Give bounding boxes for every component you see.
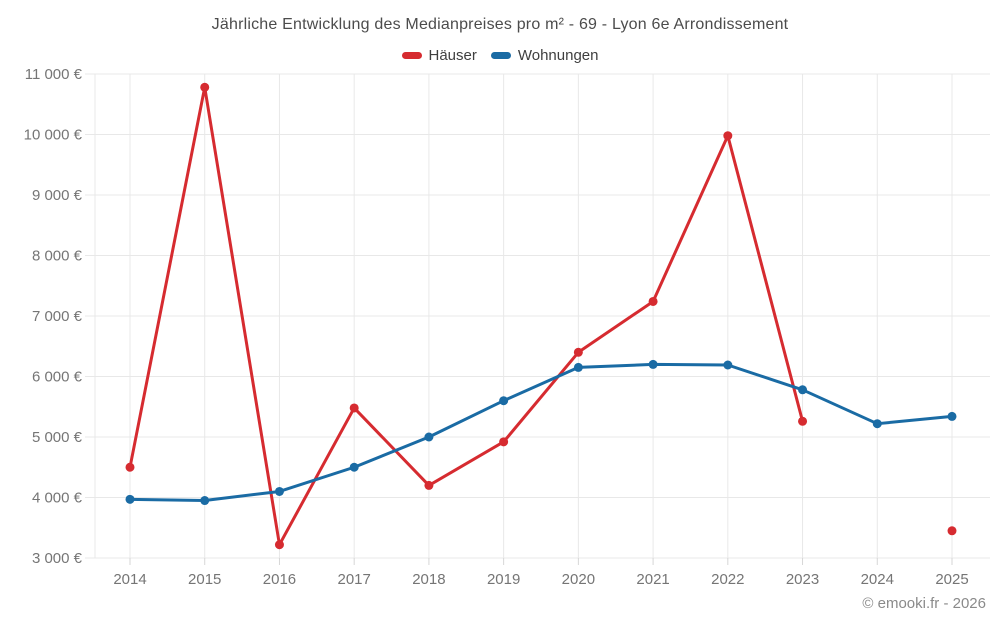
data-point[interactable]: [274, 540, 284, 550]
data-point[interactable]: [424, 480, 434, 490]
x-axis-tick-label: 2023: [786, 571, 819, 588]
y-axis-tick-label: 9 000 €: [32, 187, 83, 204]
wohnungen-series-swatch-icon: [490, 52, 511, 59]
series-wohnungen: [125, 359, 957, 506]
series-line: [128, 362, 954, 503]
y-axis-tick-label: 6 000 €: [32, 369, 83, 386]
x-axis-tick-label: 2015: [188, 571, 221, 588]
chart-legend: Häuser Wohnungen: [0, 47, 1000, 64]
legend-label-wohnungen: Wohnungen: [517, 47, 599, 64]
haeuser-series-swatch-icon: [401, 52, 422, 59]
data-point[interactable]: [424, 432, 434, 442]
y-axis-tick-label: 11 000 €: [25, 66, 83, 83]
y-axis-tick-label: 7 000 €: [32, 308, 83, 325]
x-axis-tick-label: 2016: [263, 571, 296, 588]
data-point[interactable]: [723, 360, 733, 370]
data-point[interactable]: [648, 296, 658, 306]
x-axis-tick-label: 2021: [636, 571, 669, 588]
legend-label-haeuser: Häuser: [428, 47, 477, 64]
data-point[interactable]: [798, 385, 808, 395]
data-point[interactable]: [947, 411, 957, 421]
x-axis-tick-label: 2025: [935, 571, 968, 588]
x-axis-tick-label: 2020: [562, 571, 595, 588]
x-axis-tick-label: 2018: [412, 571, 445, 588]
data-point[interactable]: [499, 396, 509, 406]
series-häuser: [125, 82, 957, 550]
data-point[interactable]: [349, 462, 359, 472]
y-axis-tick-label: 3 000 €: [32, 550, 83, 567]
chart-title: Jährliche Entwicklung des Medianpreises …: [211, 16, 789, 33]
data-point[interactable]: [947, 526, 957, 536]
data-point[interactable]: [573, 362, 583, 372]
x-axis-tick-label: 2019: [487, 571, 520, 588]
y-axis-tick-label: 8 000 €: [32, 248, 83, 265]
x-axis-tick-label: 2017: [337, 571, 370, 588]
y-axis-tick-label: 10 000 €: [24, 127, 83, 144]
data-point[interactable]: [723, 131, 733, 141]
x-axis-tick-label: 2024: [861, 571, 894, 588]
data-point[interactable]: [200, 496, 210, 506]
legend-item-haeuser[interactable]: Häuser: [401, 47, 477, 64]
x-axis-tick-label: 2022: [711, 571, 744, 588]
data-point[interactable]: [573, 347, 583, 357]
data-point[interactable]: [125, 494, 135, 504]
data-point[interactable]: [499, 437, 509, 447]
data-point[interactable]: [200, 82, 210, 92]
legend-item-wohnungen[interactable]: Wohnungen: [490, 47, 599, 64]
data-point[interactable]: [125, 462, 135, 472]
data-point[interactable]: [274, 486, 284, 496]
y-axis-tick-label: 4 000 €: [32, 490, 83, 507]
data-point[interactable]: [349, 403, 359, 413]
data-point[interactable]: [872, 419, 882, 429]
y-axis-tick-label: 5 000 €: [32, 429, 83, 446]
data-point[interactable]: [648, 359, 658, 369]
data-point[interactable]: [798, 416, 808, 426]
series-line: [128, 85, 805, 547]
x-axis-tick-label: 2014: [113, 571, 146, 588]
attribution-text: © emooki.fr - 2026: [862, 595, 986, 612]
